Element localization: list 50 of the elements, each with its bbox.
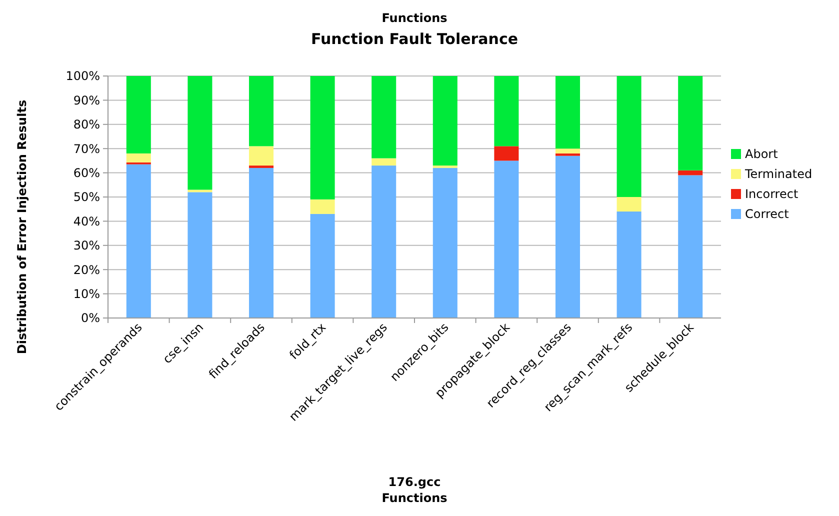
y-tick-label: 30% [73, 238, 100, 253]
text: 176.gcc [388, 475, 441, 489]
legend-label: Incorrect [745, 187, 798, 201]
bar [432, 76, 458, 166]
bar [616, 197, 642, 212]
bar [126, 76, 151, 154]
chart-title: Function Fault Tolerance [310, 30, 518, 48]
y-tick-label: 80% [73, 118, 100, 132]
bar [126, 153, 151, 162]
bar [494, 146, 519, 161]
bar [616, 76, 642, 197]
bar [616, 212, 642, 318]
bar [372, 158, 396, 166]
y-tick-label: 50% [73, 190, 100, 204]
y-tick-label: 20% [73, 262, 100, 277]
y-axis-title: Distribution of Error Injection Results [15, 100, 29, 354]
y-tick-label: 90% [73, 93, 100, 108]
bar [555, 156, 580, 318]
y-tick-label: 10% [73, 287, 100, 301]
bar [678, 170, 703, 176]
bar [188, 190, 212, 192]
bar [372, 76, 396, 158]
bar [126, 164, 151, 318]
legend-label: Correct [745, 207, 790, 221]
text: Functions [382, 491, 448, 505]
bar [555, 153, 580, 156]
bar [310, 76, 335, 200]
bar [248, 168, 274, 318]
bar [310, 199, 335, 214]
bar [555, 76, 580, 149]
text: Functions [382, 11, 448, 25]
bar [248, 76, 274, 146]
y-tick-label: 60% [73, 166, 100, 180]
bar [310, 214, 335, 318]
bar [494, 76, 519, 146]
bar [494, 160, 519, 318]
bar [248, 146, 274, 166]
bar [188, 76, 212, 190]
legend-label: Terminated [744, 167, 812, 181]
y-tick-label: 70% [73, 142, 100, 156]
y-tick-label: 100% [66, 69, 100, 84]
bar [678, 76, 703, 170]
bar [372, 166, 396, 318]
y-tick-label: 0% [80, 311, 100, 326]
legend-label: Abort [745, 147, 778, 161]
bar [678, 175, 703, 318]
y-tick-label: 40% [73, 214, 100, 228]
bar [432, 168, 458, 318]
bar [555, 148, 580, 154]
bar [188, 192, 212, 318]
